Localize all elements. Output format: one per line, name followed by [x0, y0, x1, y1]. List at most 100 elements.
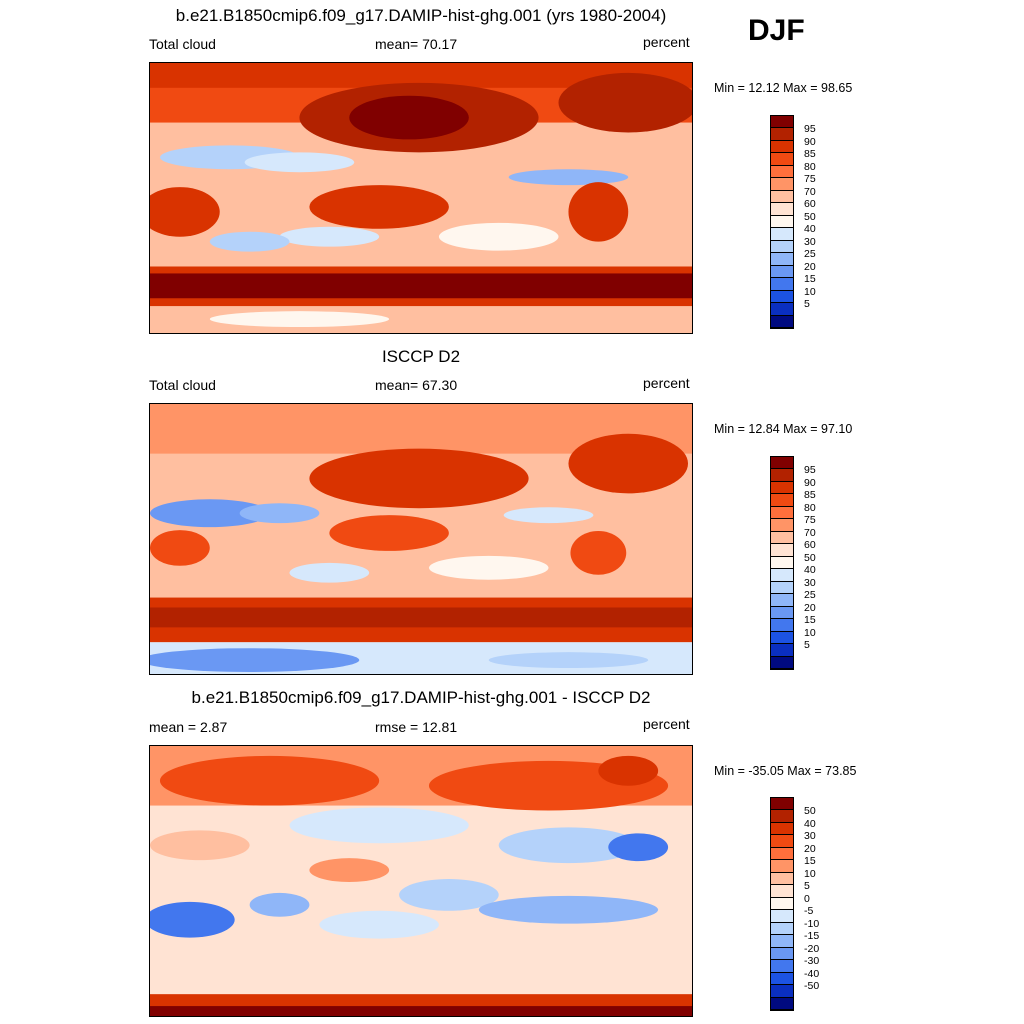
colorbar-tick-label: 30: [804, 830, 816, 843]
colorbar-tick-label: 60: [804, 198, 816, 211]
colorbar-tick-label: 30: [804, 576, 816, 589]
colorbar-tick-label: 85: [804, 148, 816, 161]
colorbar-tick-label: 75: [804, 514, 816, 527]
colorbar-tick-label: 10: [804, 867, 816, 880]
colorbar-swatch: [771, 644, 793, 657]
colorbar-tick-label: 20: [804, 601, 816, 614]
colorbar-tick-label: 90: [804, 476, 816, 489]
colorbar-tick-label: 15: [804, 855, 816, 868]
colorbar-swatch: [771, 872, 793, 886]
panel-1-title: b.e21.B1850cmip6.f09_g17.DAMIP-hist-ghg.…: [175, 6, 667, 25]
colorbar-tick-label: 70: [804, 526, 816, 539]
colorbar-swatch: [771, 606, 793, 620]
colorbar-tick-label: 85: [804, 489, 816, 502]
colorbar-swatch: [771, 569, 793, 582]
panel-2-mean-label: mean= 67.30: [375, 377, 458, 393]
colorbar-swatch: [771, 822, 793, 836]
colorbar-tick-label: -30: [804, 955, 820, 968]
panel-1-minmax: Min = 12.12 Max = 98.65: [714, 81, 853, 95]
panel-1-map: [149, 62, 693, 334]
colorbar-swatch: [771, 494, 793, 507]
colorbar-swatch: [771, 265, 793, 279]
panel-2-units-label: percent: [643, 375, 690, 391]
colorbar-swatch: [771, 290, 793, 304]
colorbar-swatch: [771, 457, 793, 470]
colorbar-tick-label: 25: [804, 248, 816, 261]
colorbar-swatch: [771, 178, 793, 191]
colorbar-swatch: [771, 519, 793, 532]
colorbar-swatch: [771, 885, 793, 898]
panel-2-minmax: Min = 12.84 Max = 97.10: [714, 422, 853, 436]
panel-2-title: ISCCP D2: [381, 347, 461, 366]
colorbar-tick-label: 15: [804, 614, 816, 627]
colorbar-swatch: [771, 116, 793, 129]
colorbar-tick-label: 90: [804, 135, 816, 148]
season-label: DJF: [748, 14, 805, 47]
colorbar-swatch: [771, 253, 793, 266]
colorbar-tick-label: 20: [804, 842, 816, 855]
colorbar-swatch: [771, 798, 793, 811]
colorbar-swatch: [771, 619, 793, 632]
colorbar-swatch: [771, 972, 793, 986]
panel-2-variable-label: Total cloud: [149, 377, 216, 393]
panel-1-mean-label: mean= 70.17: [375, 36, 458, 52]
colorbar-tick-label: 30: [804, 235, 816, 248]
colorbar-tick-label: 60: [804, 539, 816, 552]
colorbar-tick-label: -50: [804, 980, 820, 993]
colorbar-tick-label: 95: [804, 464, 816, 477]
colorbar-tick-label: 80: [804, 501, 816, 514]
colorbar-swatch: [771, 240, 793, 254]
colorbar-tick-label: 50: [804, 210, 816, 223]
panel-2-map: [149, 403, 693, 675]
panel-1-colorbar: 95 90 85 80 75 70 60 50 40 30 25 20 15 10 5: [770, 115, 816, 329]
colorbar-swatch: [771, 960, 793, 973]
colorbar-tick-label: 95: [804, 123, 816, 136]
colorbar-swatch: [771, 203, 793, 216]
colorbar-tick-label: -20: [804, 942, 820, 955]
colorbar-tick-label: 80: [804, 160, 816, 173]
panel-3-title: b.e21.B1850cmip6.f09_g17.DAMIP-hist-ghg.…: [191, 688, 651, 707]
colorbar-tick-label: -5: [804, 905, 814, 918]
colorbar-swatch: [771, 897, 793, 911]
panel-3-minmax: Min = -35.05 Max = 73.85: [714, 764, 857, 778]
colorbar-tick-label: 50: [804, 805, 816, 818]
colorbar-swatch: [771, 128, 793, 141]
colorbar-swatch: [771, 506, 793, 520]
colorbar-swatch: [771, 190, 793, 204]
colorbar-tick-label: 15: [804, 273, 816, 286]
colorbar-tick-label: 5: [804, 298, 810, 311]
colorbar-swatch: [771, 469, 793, 482]
colorbar-swatch: [771, 153, 793, 166]
colorbar-swatch: [771, 165, 793, 179]
colorbar-swatch: [771, 910, 793, 923]
colorbar-swatch: [771, 544, 793, 557]
colorbar-tick-label: -10: [804, 917, 820, 930]
colorbar-swatch: [771, 847, 793, 861]
colorbar-swatch: [771, 631, 793, 645]
colorbar-tick-label: 25: [804, 589, 816, 602]
colorbar-swatch: [771, 922, 793, 936]
colorbar-tick-label: 40: [804, 817, 816, 830]
colorbar-swatch: [771, 228, 793, 241]
colorbar-swatch: [771, 556, 793, 570]
panel-2-colorbar: 95 90 85 80 75 70 60 50 40 30 25 20 15 10 5: [770, 456, 816, 670]
colorbar-swatch: [771, 860, 793, 873]
colorbar-swatch: [771, 140, 793, 154]
colorbar-swatch: [771, 481, 793, 495]
panel-3-mean-label: mean = 2.87: [149, 719, 228, 735]
colorbar-swatch: [771, 947, 793, 961]
colorbar-swatch: [771, 656, 793, 669]
panel-3-map: [149, 745, 693, 1017]
colorbar-tick-label: 5: [804, 880, 810, 893]
panel-1-variable-label: Total cloud: [149, 36, 216, 52]
colorbar-tick-label: 50: [804, 551, 816, 564]
colorbar-tick-label: 10: [804, 285, 816, 298]
colorbar-swatch: [771, 835, 793, 848]
colorbar-swatch: [771, 278, 793, 291]
colorbar-swatch: [771, 215, 793, 229]
colorbar-swatch: [771, 985, 793, 998]
colorbar-tick-label: -15: [804, 930, 820, 943]
colorbar-tick-label: 20: [804, 260, 816, 273]
colorbar-tick-label: 40: [804, 564, 816, 577]
colorbar-swatch: [771, 810, 793, 823]
